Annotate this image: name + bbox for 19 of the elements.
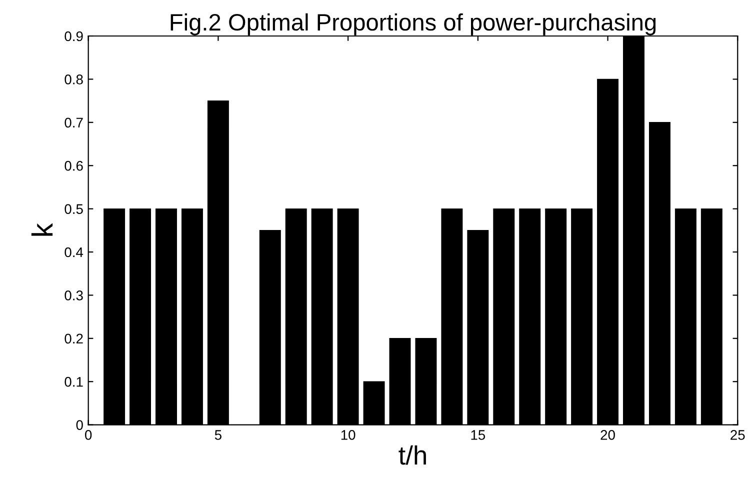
x-tick-label: 10 <box>341 430 356 440</box>
x-tick-label: 20 <box>600 430 615 440</box>
y-tick-label: 0.6 <box>64 160 83 171</box>
y-tick-label: 0.9 <box>64 31 83 42</box>
y-tick-label: 0.2 <box>64 334 83 344</box>
y-tick-label: 0.1 <box>64 376 83 387</box>
y-tick-label: 0.4 <box>64 247 84 258</box>
x-tick-label: 15 <box>471 430 486 440</box>
x-tick-label: 5 <box>214 430 222 440</box>
y-tick-label: 0.8 <box>64 74 83 84</box>
chart-title: Fig.2 Optimal Proportions of power-purchasing <box>170 13 656 36</box>
y-tick-label: 0 <box>76 420 83 430</box>
x-axis-title: t/h <box>398 445 426 465</box>
y-tick-label: 0.7 <box>64 118 83 128</box>
x-tick-label: 0 <box>85 430 92 440</box>
y-tick-label: 0.3 <box>64 290 83 300</box>
y-tick-label: 0.5 <box>64 204 83 214</box>
x-tick-label: 25 <box>730 430 745 440</box>
y-axis-title: k <box>31 223 53 236</box>
